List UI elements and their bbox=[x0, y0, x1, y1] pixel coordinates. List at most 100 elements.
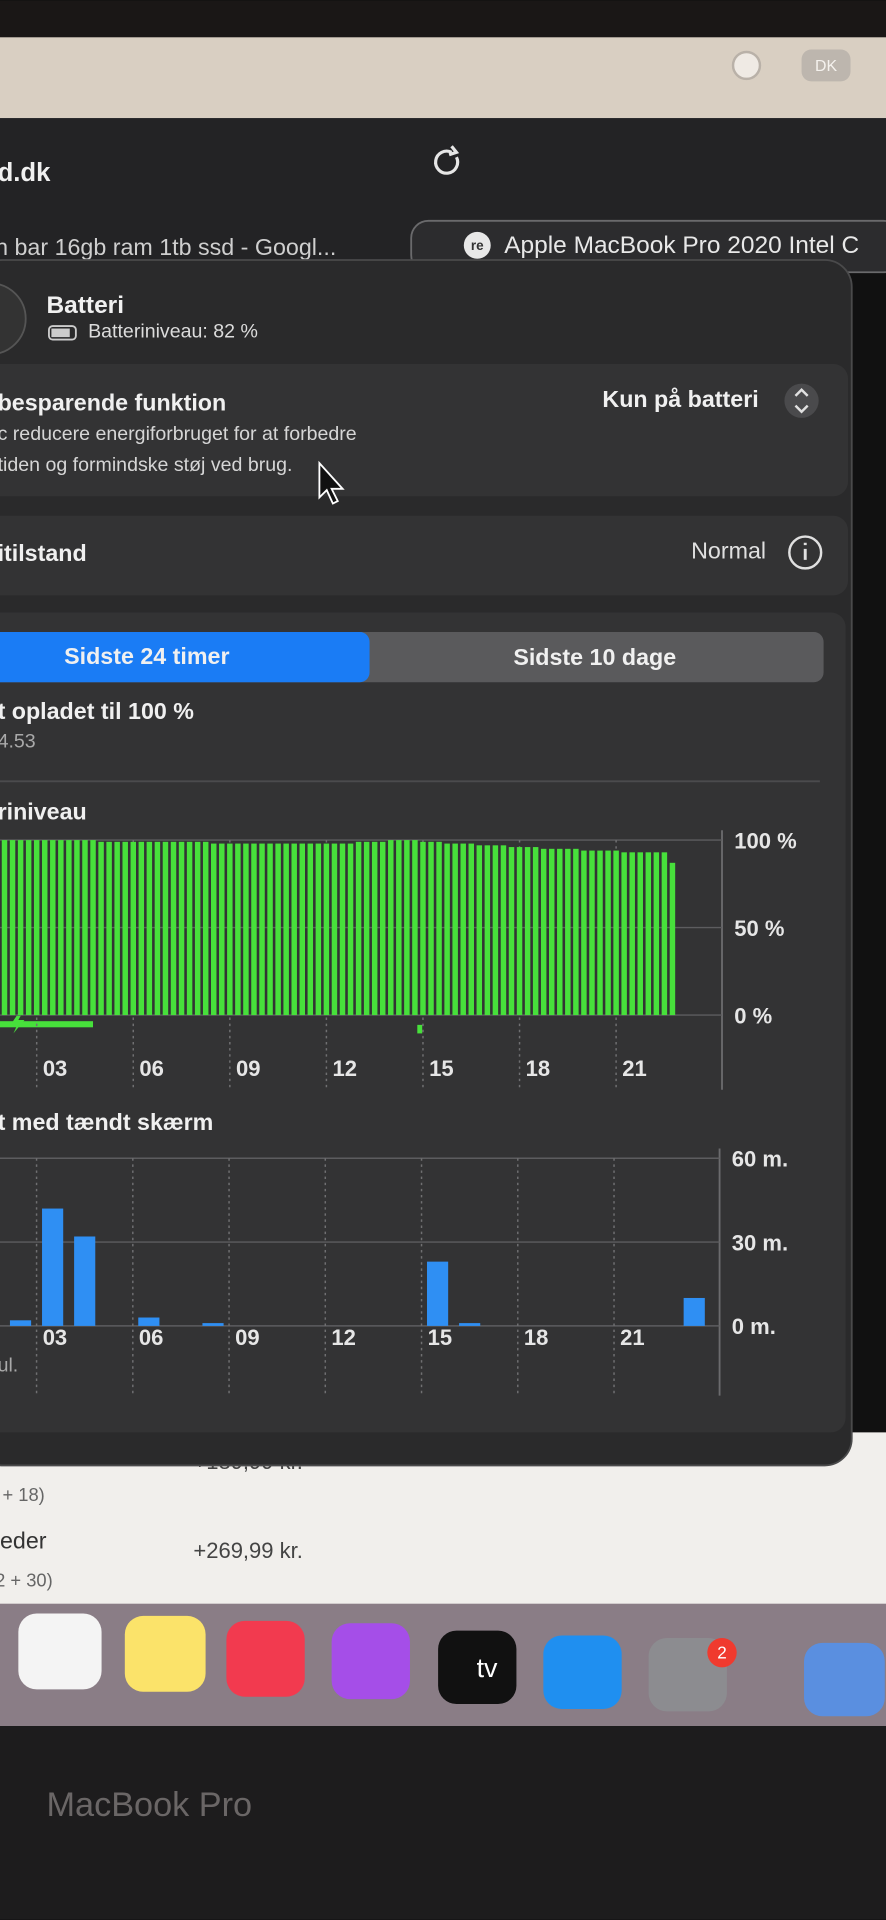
x-tick-label: 21 bbox=[622, 1056, 646, 1081]
popup-value[interactable]: Kun på batteri bbox=[602, 386, 758, 412]
battery-glyph bbox=[48, 325, 77, 341]
account-icon[interactable] bbox=[731, 50, 762, 81]
bar bbox=[468, 843, 474, 1016]
app-reminders[interactable] bbox=[18, 1613, 102, 1690]
app-settings[interactable] bbox=[648, 1637, 727, 1712]
bar bbox=[460, 843, 466, 1016]
bar bbox=[444, 843, 450, 1016]
bar bbox=[347, 843, 354, 1016]
row-label: eder bbox=[0, 1528, 47, 1554]
charged-label: t opladet til 100 % bbox=[0, 698, 194, 724]
app-finder[interactable] bbox=[804, 1642, 885, 1717]
app-notes[interactable] bbox=[124, 1615, 206, 1692]
app-podcasts[interactable] bbox=[331, 1623, 410, 1700]
bar bbox=[211, 843, 217, 1016]
bar bbox=[291, 843, 297, 1016]
bar bbox=[9, 1320, 32, 1326]
bar bbox=[170, 841, 177, 1016]
bar bbox=[532, 847, 539, 1016]
bar bbox=[50, 840, 56, 1016]
bar bbox=[323, 843, 330, 1016]
popup-stepper[interactable] bbox=[784, 383, 819, 418]
x-tick-label: 09 bbox=[235, 1325, 259, 1350]
tv-label: tv bbox=[477, 1653, 498, 1683]
bar bbox=[299, 843, 305, 1016]
setting-value: Normal bbox=[691, 538, 766, 564]
bar bbox=[548, 848, 555, 1016]
charging-indicator bbox=[417, 1024, 423, 1034]
bar bbox=[380, 841, 386, 1016]
x-tick-label: 15 bbox=[428, 1325, 453, 1350]
x-tick-label: 06 bbox=[139, 1056, 164, 1081]
charging-bolt bbox=[12, 1011, 25, 1034]
bar bbox=[25, 840, 32, 1016]
bar bbox=[106, 841, 112, 1016]
bar bbox=[42, 1208, 64, 1326]
badge-count: 2 bbox=[717, 1642, 727, 1662]
battery-icon-circle bbox=[0, 283, 27, 354]
charging-indicator bbox=[0, 1021, 94, 1028]
bar bbox=[573, 848, 579, 1016]
y-tick-label: 0 m. bbox=[732, 1314, 776, 1339]
card bbox=[0, 612, 846, 1433]
bar bbox=[412, 840, 418, 1016]
panel-title: Batteri bbox=[47, 292, 125, 319]
bar bbox=[307, 843, 314, 1016]
bar bbox=[516, 847, 523, 1016]
tab[interactable]: h bar 16gb ram 1tb ssd - Googl... bbox=[0, 234, 336, 260]
app-store[interactable] bbox=[543, 1635, 622, 1709]
row-note: 2 + 30) bbox=[0, 1570, 53, 1591]
locale-button[interactable] bbox=[801, 49, 851, 82]
reload-icon[interactable] bbox=[434, 145, 460, 175]
x-tick-label: 03 bbox=[43, 1325, 68, 1350]
x-tick-label: 09 bbox=[236, 1056, 260, 1081]
bar bbox=[669, 862, 676, 1016]
bar bbox=[227, 843, 233, 1016]
bar bbox=[1, 840, 8, 1016]
app-tv[interactable] bbox=[438, 1630, 517, 1705]
y-tick-label: 0 % bbox=[734, 1003, 772, 1028]
bar bbox=[653, 852, 660, 1016]
bar bbox=[74, 1236, 96, 1326]
y-tick-label: 30 m. bbox=[732, 1230, 788, 1255]
setting-desc: tiden og formindske støj ved brug. bbox=[0, 454, 292, 476]
card bbox=[0, 364, 849, 497]
address[interactable]: d.dk bbox=[0, 159, 51, 187]
bar bbox=[74, 840, 80, 1016]
bar bbox=[162, 841, 169, 1016]
bar bbox=[114, 841, 120, 1016]
segment-label[interactable]: Sidste 10 dage bbox=[513, 644, 676, 670]
segment-label[interactable]: Sidste 24 timer bbox=[64, 643, 229, 669]
x-tick-label: 12 bbox=[331, 1325, 356, 1350]
cursor bbox=[318, 460, 345, 505]
bar bbox=[194, 841, 201, 1016]
app-music[interactable] bbox=[226, 1620, 305, 1697]
bar bbox=[524, 847, 531, 1016]
bar bbox=[33, 840, 40, 1016]
browser-top bbox=[0, 37, 886, 123]
bar bbox=[508, 847, 515, 1016]
chart-title: riniveau bbox=[0, 798, 87, 824]
bar bbox=[283, 843, 289, 1016]
bar bbox=[621, 852, 627, 1016]
bar bbox=[243, 843, 249, 1016]
favicon-text: re bbox=[471, 238, 484, 253]
bar bbox=[339, 843, 346, 1016]
bar bbox=[396, 840, 402, 1016]
bezel-top bbox=[0, 0, 886, 38]
x-tick-label: 21 bbox=[620, 1325, 645, 1350]
x-tick-label: 15 bbox=[429, 1056, 454, 1081]
bar bbox=[259, 843, 265, 1016]
bar bbox=[484, 845, 491, 1016]
badge bbox=[707, 1637, 737, 1668]
segment-selected[interactable] bbox=[0, 632, 370, 683]
bezel-bottom bbox=[0, 1726, 886, 1920]
info-button[interactable] bbox=[788, 535, 823, 570]
model-name: MacBook Pro bbox=[47, 1786, 253, 1824]
bar bbox=[404, 840, 410, 1016]
bar bbox=[605, 850, 611, 1016]
chart-title: t med tændt skærm bbox=[0, 1109, 213, 1135]
locale: DK bbox=[815, 58, 837, 75]
tab[interactable]: Apple MacBook Pro 2020 Intel C bbox=[504, 232, 859, 259]
bar bbox=[122, 841, 128, 1016]
